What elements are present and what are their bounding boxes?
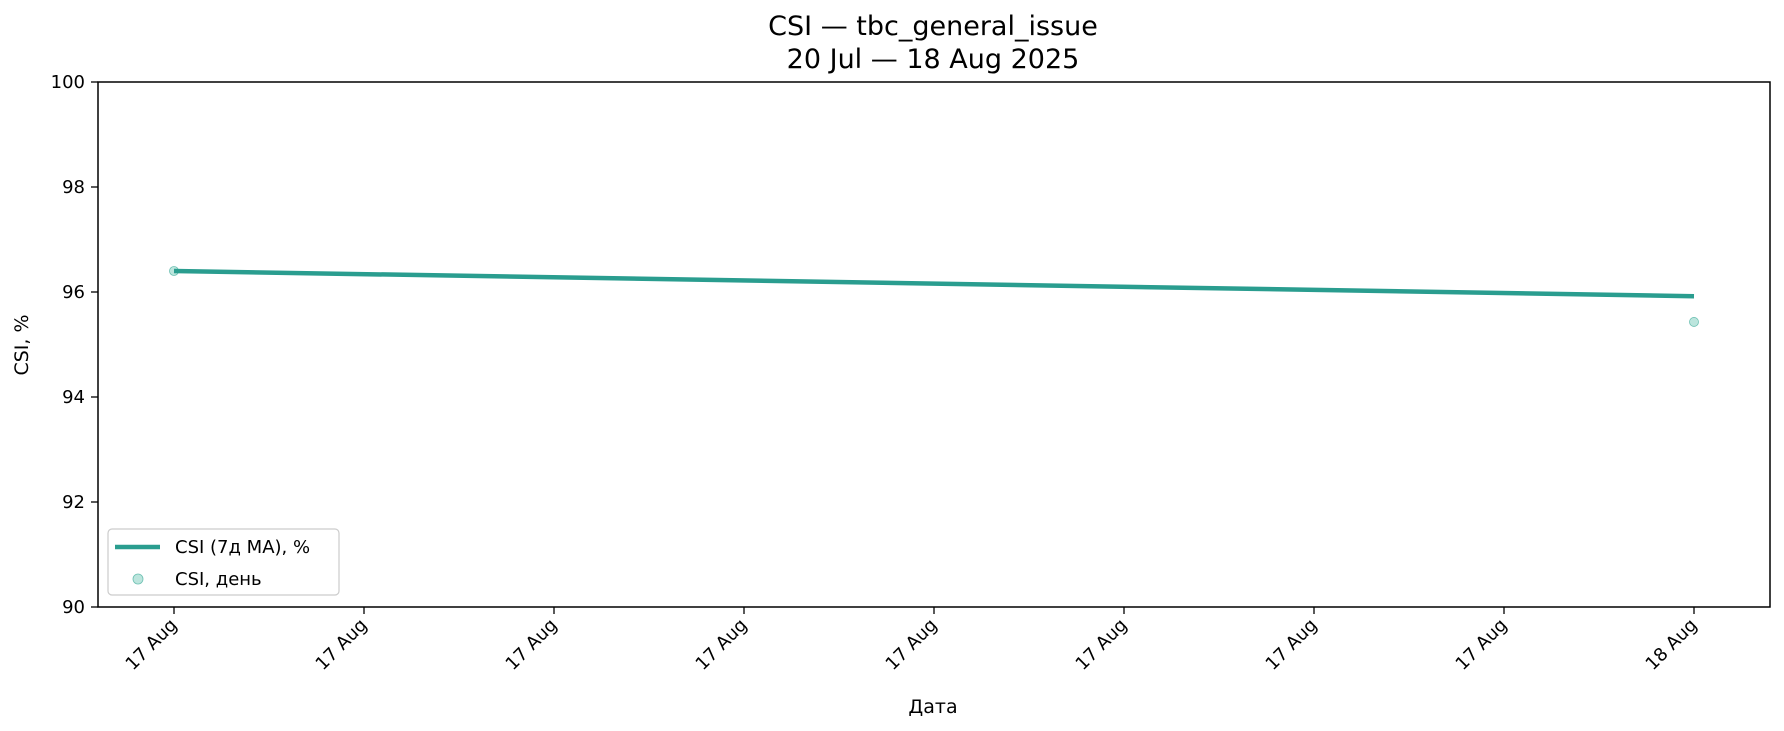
chart-subtitle: 20 Jul — 18 Aug 2025 xyxy=(787,44,1080,75)
x-axis-label: Дата xyxy=(908,696,957,718)
x-tick-label: 17 Aug xyxy=(1452,615,1512,675)
legend: CSI (7д MA), % CSI, день xyxy=(107,528,340,596)
x-tick-label: 17 Aug xyxy=(502,615,562,675)
legend-dot-swatch xyxy=(132,573,144,585)
y-tick-label: 94 xyxy=(62,387,85,408)
x-tick-label: 17 Aug xyxy=(312,615,372,675)
legend-box xyxy=(107,528,340,596)
x-tick-label: 17 Aug xyxy=(692,615,752,675)
axes-frame xyxy=(97,81,1771,608)
y-tick-label: 98 xyxy=(62,177,85,198)
y-axis-label: CSI, % xyxy=(11,314,33,375)
x-tick-label: 17 Aug xyxy=(122,615,182,675)
y-tick-label: 96 xyxy=(62,282,85,303)
x-tick-label: 17 Aug xyxy=(1072,615,1132,675)
plot-area xyxy=(169,266,1699,327)
x-tick-label: 18 Aug xyxy=(1642,615,1702,675)
x-axis-ticks: 17 Aug 17 Aug 17 Aug 17 Aug 17 Aug 17 Aug 17 A… xyxy=(122,607,1702,675)
x-tick-label: 17 Aug xyxy=(882,615,942,675)
daily-csi-point xyxy=(1689,317,1699,327)
chart-title: CSI — tbc_general_issue xyxy=(768,11,1098,42)
y-tick-label: 92 xyxy=(62,492,85,513)
y-tick-label: 100 xyxy=(51,72,85,93)
legend-label-ma: CSI (7д MA), % xyxy=(175,537,310,558)
y-axis-ticks: 90 92 94 96 98 100 xyxy=(51,72,98,618)
csi-ma-line xyxy=(173,268,1695,299)
y-tick-label: 90 xyxy=(62,597,85,618)
legend-label-daily: CSI, день xyxy=(175,569,262,590)
x-tick-label: 17 Aug xyxy=(1262,615,1322,675)
